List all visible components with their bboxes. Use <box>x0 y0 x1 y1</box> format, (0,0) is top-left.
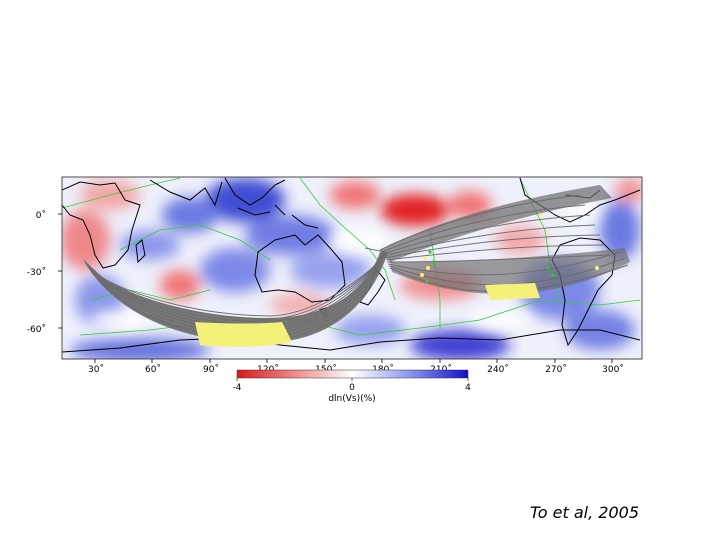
lon-label-90: 90˚ <box>203 364 219 375</box>
longitude-axis: 30˚ 60˚ 90˚ 120˚ 150˚ 180˚ 210˚ 240˚ 270… <box>88 359 624 375</box>
latitude-axis: 0˚ -30˚ -60˚ <box>27 210 62 335</box>
colorbar-gradient <box>236 369 469 379</box>
sampling-region-pacific <box>485 283 540 300</box>
ray-bundle-pacific <box>380 185 612 262</box>
colorbar-max-label: 4 <box>465 383 471 393</box>
colorbar-min-label: -4 <box>233 383 242 393</box>
lon-label-300: 300˚ <box>602 364 624 375</box>
lat-label-0: 0˚ <box>36 210 46 221</box>
station-dots <box>425 250 555 283</box>
lon-label-120: 120˚ <box>257 364 279 375</box>
colorbar: -4 0 4 dln(Vs)(%) <box>233 369 471 404</box>
lon-label-30: 30˚ <box>88 364 104 375</box>
map-panel <box>62 177 642 359</box>
lat-label-minus60: -60˚ <box>27 324 46 335</box>
ray-bundle-indian <box>83 252 388 343</box>
colorbar-mid-label: 0 <box>349 383 355 393</box>
lon-label-240: 240˚ <box>487 364 509 375</box>
lon-label-180: 180˚ <box>372 364 394 375</box>
lon-label-210: 210˚ <box>430 364 452 375</box>
ray-bundle-pacific-south <box>390 248 630 294</box>
lon-label-270: 270˚ <box>545 364 567 375</box>
lon-label-150: 150˚ <box>315 364 337 375</box>
sampling-region-indian <box>195 322 292 347</box>
lon-label-60: 60˚ <box>145 364 161 375</box>
sampling-dots <box>420 213 599 277</box>
colorbar-title: dln(Vs)(%) <box>328 394 375 404</box>
citation-text: To et al, 2005 <box>530 503 640 522</box>
lat-label-minus30: -30˚ <box>27 267 46 278</box>
map-frame <box>61 176 643 360</box>
